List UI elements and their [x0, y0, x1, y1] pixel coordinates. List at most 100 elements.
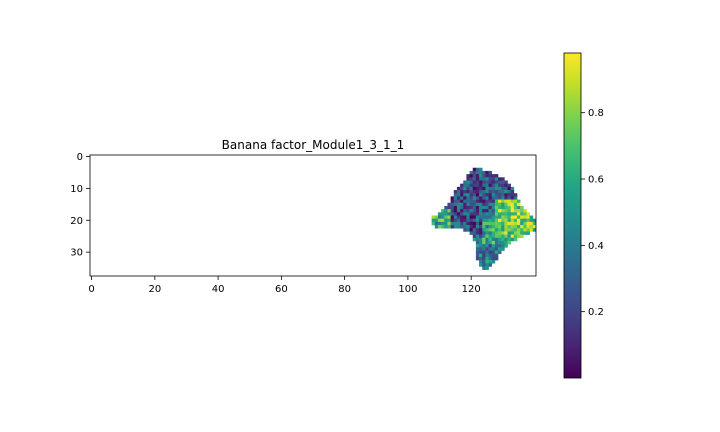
heatmap-cell	[456, 199, 461, 204]
heatmap-cell	[504, 225, 508, 229]
heatmap-cell	[485, 205, 489, 210]
heatmap-cell	[504, 237, 508, 242]
heatmap-cell	[453, 193, 458, 197]
heatmap-cell	[450, 202, 455, 207]
heatmap-cell	[463, 221, 467, 226]
heatmap-cell	[510, 221, 515, 226]
heatmap-cell	[479, 263, 483, 267]
x-tick-label: 20	[148, 284, 161, 295]
x-tick-label: 60	[275, 284, 288, 295]
y-tick-label: 20	[70, 216, 83, 227]
heatmap-cell	[441, 212, 445, 216]
heatmap-cell	[472, 174, 477, 178]
heatmap-cell	[510, 215, 515, 219]
heatmap-cell	[475, 215, 480, 219]
y-tick-label: 10	[70, 184, 83, 195]
heatmap-cell	[510, 209, 515, 213]
heatmap-cell	[469, 180, 474, 184]
heatmap-cell	[491, 250, 496, 255]
heatmap-cell	[504, 212, 508, 216]
heatmap-cell	[523, 212, 527, 216]
heatmap-cell	[472, 193, 477, 197]
heatmap-cell	[520, 212, 524, 216]
heatmap-cell	[475, 205, 480, 210]
heatmap-cell	[485, 212, 489, 216]
heatmap-cell	[491, 234, 496, 239]
heatmap-cell	[469, 205, 474, 210]
heatmap-cell	[453, 190, 458, 194]
heatmap-cell	[475, 177, 480, 181]
heatmap-cell	[501, 237, 505, 242]
heatmap-cell	[501, 199, 505, 204]
heatmap-cell	[488, 183, 493, 188]
heatmap-cell	[513, 202, 518, 207]
heatmap-cell	[447, 205, 451, 210]
heatmap-cell	[501, 221, 505, 226]
heatmap-cell	[488, 260, 493, 264]
heatmap-cell	[507, 196, 511, 200]
heatmap-cell	[494, 225, 499, 229]
heatmap-cell	[453, 209, 458, 213]
heatmap-cell	[482, 174, 486, 178]
heatmap-cell	[469, 199, 474, 204]
x-tick-label: 0	[88, 284, 94, 295]
heatmap-cell	[431, 215, 436, 219]
heatmap-cell	[482, 209, 486, 213]
heatmap-cell	[491, 231, 496, 235]
heatmap-cell	[463, 180, 467, 184]
heatmap-cell	[488, 253, 493, 258]
heatmap-cell	[504, 180, 508, 184]
heatmap-cell	[482, 263, 486, 267]
heatmap-cell	[463, 228, 467, 232]
x-tick-label: 40	[212, 284, 225, 295]
heatmap-cell	[504, 215, 508, 219]
heatmap-cell	[482, 205, 486, 210]
heatmap-cell	[450, 205, 455, 210]
heatmap-cell	[479, 253, 483, 258]
y-tick-label: 0	[77, 152, 83, 163]
heatmap-cell	[498, 240, 502, 245]
plot-frame	[89, 154, 537, 277]
heatmap-cell	[469, 225, 474, 229]
heatmap-cell	[441, 218, 445, 223]
heatmap-cell	[501, 186, 505, 191]
heatmap-cell	[456, 209, 461, 213]
heatmap-cell	[501, 215, 505, 219]
heatmap-cell	[498, 218, 502, 223]
heatmap-cell	[475, 180, 480, 184]
heatmap-cell	[491, 186, 496, 191]
heatmap-cell	[475, 183, 480, 188]
heatmap-cell	[491, 177, 496, 181]
heatmap-cell	[507, 228, 511, 232]
heatmap-cell	[488, 196, 493, 200]
heatmap-cell	[491, 190, 496, 194]
heatmap-cell	[482, 193, 486, 197]
heatmap-cell	[463, 186, 467, 191]
heatmap-cell	[504, 183, 508, 188]
heatmap-cell	[482, 221, 486, 226]
heatmap-cell	[447, 225, 451, 229]
heatmap-cell	[494, 186, 499, 191]
heatmap-cell	[488, 202, 493, 207]
heatmap-cell	[488, 215, 493, 219]
heatmap-cell	[482, 190, 486, 194]
heatmap-cell	[517, 202, 521, 207]
heatmap-cell	[501, 193, 505, 197]
heatmap-cell	[488, 240, 493, 245]
heatmap-cell	[501, 218, 505, 223]
heatmap-cell	[504, 186, 508, 191]
heatmap-cell	[504, 190, 508, 194]
colorbar-frame	[563, 52, 582, 379]
heatmap-cell	[491, 209, 496, 213]
heatmap-cell	[532, 218, 536, 223]
heatmap-cell	[494, 228, 499, 232]
heatmap-cell	[494, 209, 499, 213]
heatmap-cell	[498, 205, 502, 210]
heatmap-cell	[479, 190, 483, 194]
heatmap-cell	[469, 190, 474, 194]
heatmap-cell	[475, 234, 480, 239]
heatmap-cell	[529, 221, 534, 226]
heatmap-cell	[494, 202, 499, 207]
heatmap-cell	[494, 193, 499, 197]
heatmap-cell	[456, 193, 461, 197]
